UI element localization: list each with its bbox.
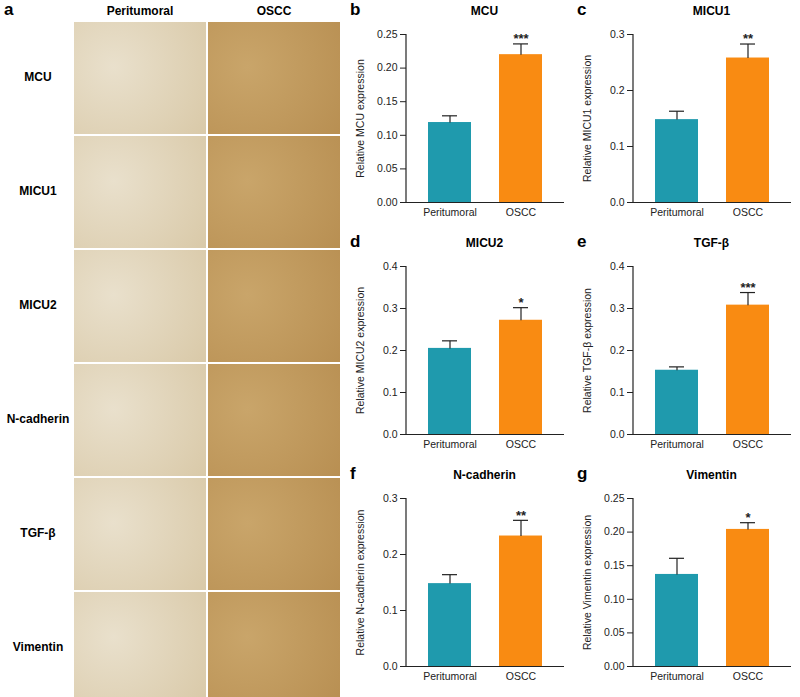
html-text:Peritumoral: Peritumoral	[106, 4, 174, 18]
html-text:a: a	[4, 0, 14, 19]
svg-text:0.1: 0.1	[383, 604, 398, 616]
svg-text:Peritumoral: Peritumoral	[423, 670, 477, 682]
svg-text:0.05: 0.05	[377, 162, 398, 174]
html-text:N-cadherin: N-cadherin	[6, 412, 70, 426]
svg-text:0.2: 0.2	[610, 84, 625, 96]
html-text:MCU: MCU	[24, 70, 52, 84]
svg-text:0.2: 0.2	[383, 548, 398, 560]
svg-text:OSCC: OSCC	[733, 438, 764, 450]
svg-text:Peritumoral: Peritumoral	[650, 670, 704, 682]
svg-text:OSCC: OSCC	[506, 670, 537, 682]
svg-text:Peritumoral: Peritumoral	[650, 438, 704, 450]
svg-text:0.0: 0.0	[610, 428, 625, 440]
html-text:Vimentin: Vimentin	[686, 468, 737, 482]
svg-text:0.0: 0.0	[610, 196, 625, 208]
html-text:MICU2: MICU2	[19, 298, 57, 312]
html-text:e: e	[577, 232, 587, 251]
svg-text:OSCC: OSCC	[506, 206, 537, 218]
html-text:MICU1: MICU1	[692, 4, 731, 18]
svg-text:0.10: 0.10	[377, 129, 398, 141]
svg-text:0.3: 0.3	[610, 302, 625, 314]
svg-text:Relative MCU expression: Relative MCU expression	[354, 59, 366, 178]
svg-text:0.3: 0.3	[610, 28, 625, 40]
svg-text:0.4: 0.4	[610, 260, 625, 272]
svg-text:0.0: 0.0	[383, 660, 398, 672]
svg-text:0.25: 0.25	[604, 492, 625, 504]
html-text:OSCC: OSCC	[256, 4, 292, 18]
html-text:TGF-β: TGF-β	[20, 526, 56, 540]
svg-text:0.3: 0.3	[383, 492, 398, 504]
svg-text:*: *	[518, 295, 524, 310]
html-text:Vimentin: Vimentin	[12, 640, 64, 654]
svg-text:Relative MICU1 expression: Relative MICU1 expression	[581, 55, 593, 182]
svg-text:OSCC: OSCC	[733, 670, 764, 682]
svg-text:0.00: 0.00	[377, 196, 398, 208]
svg-text:0.20: 0.20	[377, 61, 398, 73]
svg-text:*: *	[745, 510, 751, 525]
svg-text:0.1: 0.1	[610, 386, 625, 398]
svg-text:0.1: 0.1	[383, 386, 398, 398]
html-text:TGF-β: TGF-β	[693, 236, 730, 250]
svg-text:**: **	[743, 31, 754, 46]
svg-text:0.20: 0.20	[604, 525, 625, 537]
svg-text:Peritumoral: Peritumoral	[423, 438, 477, 450]
svg-text:0.3: 0.3	[383, 302, 398, 314]
html-text:f: f	[350, 464, 356, 483]
svg-text:0.2: 0.2	[610, 344, 625, 356]
svg-text:0.05: 0.05	[604, 626, 625, 638]
svg-text:0.1: 0.1	[610, 140, 625, 152]
svg-text:0.15: 0.15	[377, 95, 398, 107]
svg-text:Relative Vimentin expression: Relative Vimentin expression	[581, 515, 593, 650]
svg-text:0.2: 0.2	[383, 344, 398, 356]
svg-text:Peritumoral: Peritumoral	[650, 206, 704, 218]
svg-text:**: **	[516, 508, 527, 523]
html-text:g: g	[577, 464, 588, 483]
svg-text:OSCC: OSCC	[733, 206, 764, 218]
svg-text:Relative MICU2 expression: Relative MICU2 expression	[354, 287, 366, 414]
html-text:MICU1: MICU1	[19, 184, 57, 198]
html-text:MICU2: MICU2	[465, 236, 504, 250]
svg-text:Peritumoral: Peritumoral	[423, 206, 477, 218]
html-text:MCU: MCU	[470, 4, 499, 18]
svg-text:0.25: 0.25	[377, 28, 398, 40]
svg-text:OSCC: OSCC	[506, 438, 537, 450]
svg-text:***: ***	[740, 280, 756, 295]
svg-text:Relative TGF-β expression: Relative TGF-β expression	[581, 288, 593, 413]
svg-text:0.00: 0.00	[604, 660, 625, 672]
svg-text:0.0: 0.0	[383, 428, 398, 440]
svg-text:0.4: 0.4	[383, 260, 398, 272]
svg-text:***: ***	[513, 31, 529, 46]
html-text:d: d	[350, 232, 361, 251]
html-text:b: b	[350, 0, 361, 19]
svg-text:Relative N-cadherin expression: Relative N-cadherin expression	[354, 509, 366, 655]
html-text:c: c	[577, 0, 587, 19]
svg-text:0.15: 0.15	[604, 559, 625, 571]
html-text:N-cadherin: N-cadherin	[453, 468, 516, 482]
svg-text:0.10: 0.10	[604, 593, 625, 605]
